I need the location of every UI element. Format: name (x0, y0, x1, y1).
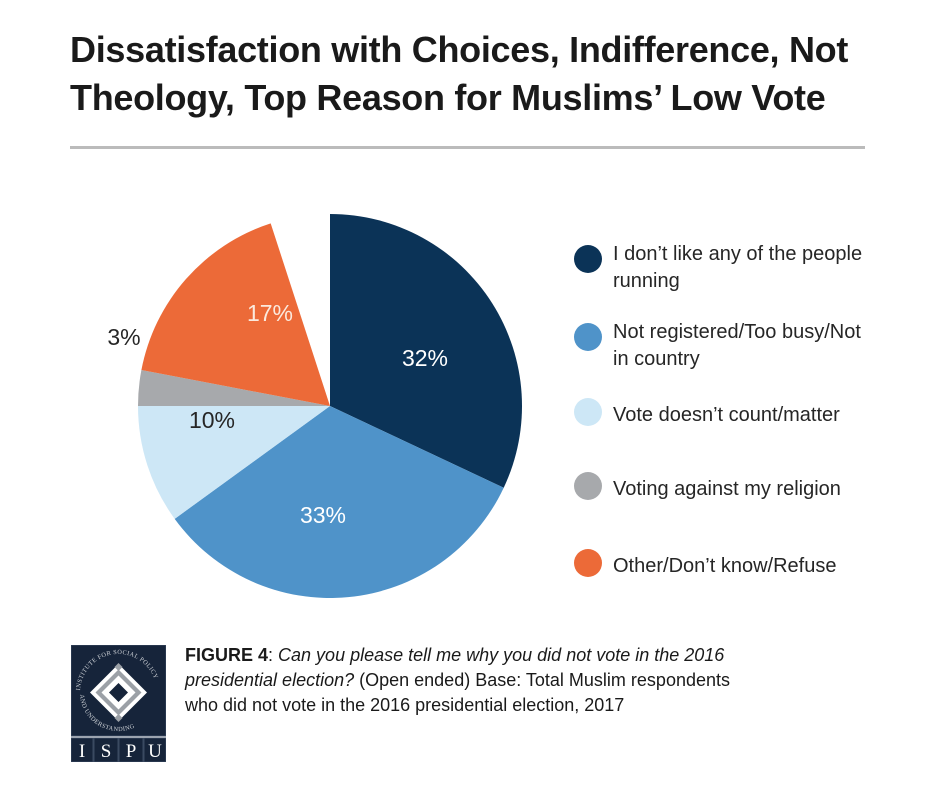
svg-text:S: S (101, 741, 112, 762)
svg-text:I: I (79, 741, 85, 762)
svg-text:U: U (148, 741, 162, 762)
svg-text:P: P (126, 741, 137, 762)
